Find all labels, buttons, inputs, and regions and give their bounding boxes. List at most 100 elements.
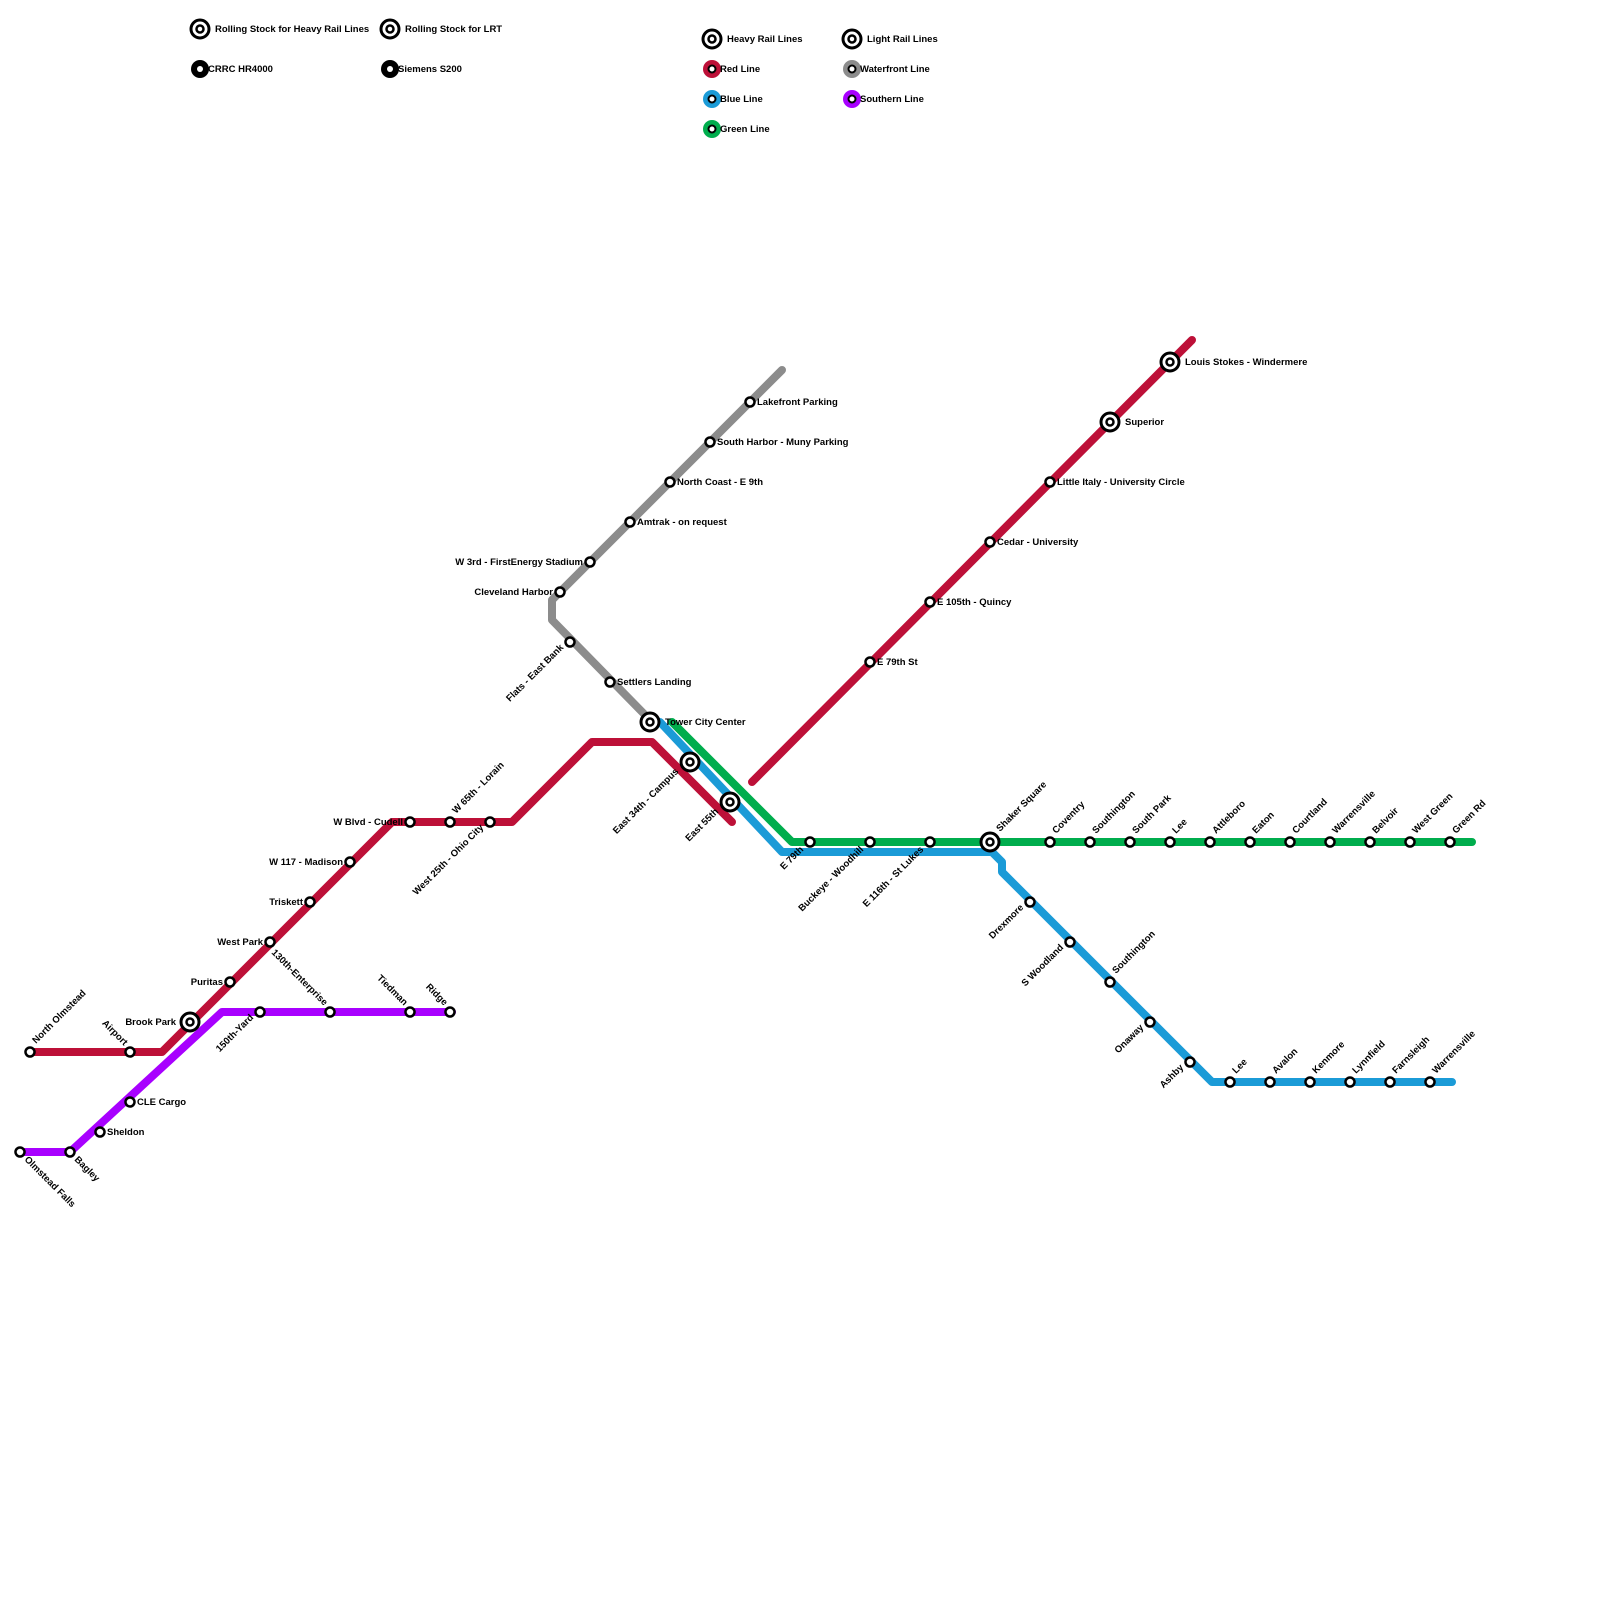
legend-light-rail: Light Rail Lines: [841, 28, 938, 50]
station-drexmore[interactable]: Drexmore: [987, 896, 1036, 942]
station-cedar-university[interactable]: Cedar - University: [984, 536, 1080, 548]
station-label: Coventry: [1050, 799, 1087, 836]
station-label: South Harbor - Muny Parking: [717, 437, 849, 448]
legend-rolling-heavy: Rolling Stock for Heavy Rail Lines: [189, 18, 369, 40]
station-w-blvd-cudell[interactable]: W Blvd - Cudell: [333, 816, 416, 828]
station-flats-east-bank[interactable]: Flats - East Bank: [504, 636, 576, 705]
station-label: Puritas: [191, 977, 223, 988]
station-s-woodland[interactable]: S Woodland: [1020, 936, 1076, 989]
station-southington-blue[interactable]: Southington: [1104, 929, 1158, 988]
legend-rolling-lrt: Rolling Stock for LRT: [379, 18, 502, 40]
station-e79-red[interactable]: E 79th St: [864, 656, 919, 668]
legend-southern-line: Southern Line: [843, 90, 924, 108]
red-line-west: [26, 738, 736, 1056]
legend-crrc: CRRC HR4000: [191, 60, 273, 78]
station-label: Shaker Square: [994, 779, 1049, 834]
station-puritas[interactable]: Puritas: [191, 976, 236, 988]
station-label: S Woodland: [1020, 942, 1067, 989]
station-label: North Coast - E 9th: [677, 477, 763, 488]
legend-blue-line: Blue Line: [703, 90, 763, 108]
station-label: Green Rd: [1450, 798, 1488, 836]
legend-waterfront-line: Waterfront Line: [843, 60, 930, 78]
station-label: Avalon: [1270, 1046, 1300, 1076]
station-130th-enterprise[interactable]: 130th-Enterprise: [269, 947, 336, 1018]
legend-red-line: Red Line: [703, 60, 760, 78]
station-label: Belvoir: [1370, 805, 1401, 836]
legend-label: Green Line: [720, 124, 770, 135]
station-north-coast[interactable]: North Coast - E 9th: [664, 476, 764, 488]
station-label: W Blvd - Cudell: [333, 817, 403, 828]
station-label: Settlers Landing: [617, 677, 692, 688]
station-brook-park[interactable]: Brook Park: [125, 1011, 201, 1033]
legend-heavy-rail: Heavy Rail Lines: [701, 28, 803, 50]
station-amtrak[interactable]: Amtrak - on request: [624, 516, 728, 528]
station-louis-stokes[interactable]: Louis Stokes - Windermere: [1159, 351, 1307, 373]
station-label: Sheldon: [107, 1127, 145, 1138]
station-label: Superior: [1125, 417, 1164, 428]
station-onaway[interactable]: Onaway: [1113, 1016, 1156, 1056]
station-label: Kenmore: [1310, 1039, 1347, 1076]
station-superior[interactable]: Superior: [1099, 411, 1164, 433]
station-e34-campus[interactable]: East 34th - Campus: [611, 751, 701, 836]
station-w65-lorain[interactable]: W 65th - Lorain: [444, 760, 507, 828]
waterfront-line: [548, 366, 786, 726]
station-label: Southington: [1110, 929, 1157, 976]
station-settlers-landing[interactable]: Settlers Landing: [604, 676, 692, 688]
station-e105-quincy[interactable]: E 105th - Quincy: [924, 596, 1013, 608]
station-w3-firstenergy[interactable]: W 3rd - FirstEnergy Stadium: [455, 556, 596, 568]
station-little-italy[interactable]: Little Italy - University Circle: [1044, 476, 1185, 488]
station-cle-cargo[interactable]: CLE Cargo: [124, 1096, 187, 1108]
station-label: W 117 - Madison: [269, 857, 343, 868]
station-triskett[interactable]: Triskett: [269, 896, 316, 908]
station-w25-ohio-city[interactable]: West 25th - Ohio City: [411, 816, 496, 898]
legend-label: Blue Line: [720, 94, 763, 105]
legend-label: Southern Line: [860, 94, 924, 105]
legend-label: Rolling Stock for LRT: [405, 24, 502, 35]
red-line-east: [748, 336, 1196, 786]
station-label: W 65th - Lorain: [450, 760, 506, 816]
station-west-park[interactable]: West Park: [217, 936, 276, 948]
station-label: Amtrak - on request: [637, 517, 728, 528]
station-label: Bagley: [72, 1154, 102, 1184]
station-sheldon[interactable]: Sheldon: [94, 1126, 145, 1138]
station-label: East 34th - Campus: [611, 766, 681, 836]
station-label: Brook Park: [125, 1017, 176, 1028]
station-lakefront-parking[interactable]: Lakefront Parking: [744, 396, 838, 408]
station-warrensville-blue[interactable]: Warrensville: [1424, 1029, 1478, 1088]
station-label: CLE Cargo: [137, 1097, 186, 1108]
lines: [16, 336, 1476, 1156]
legend-siemens: Siemens S200: [381, 60, 462, 78]
station-label: Ashby: [1158, 1062, 1187, 1091]
station-label: West Park: [217, 937, 263, 948]
legend-label: Red Line: [720, 64, 760, 75]
station-label: North Olmstead: [30, 988, 88, 1046]
station-label: Farnsleigh: [1390, 1034, 1432, 1076]
station-label: Drexmore: [987, 902, 1026, 941]
legend-label: Rolling Stock for Heavy Rail Lines: [215, 24, 369, 35]
station-label: Ridge: [423, 982, 449, 1008]
station-ashby[interactable]: Ashby: [1158, 1056, 1196, 1091]
station-north-olmstead[interactable]: North Olmstead: [24, 988, 89, 1058]
station-label: Lee: [1170, 817, 1189, 836]
station-bagley[interactable]: Bagley: [64, 1146, 103, 1185]
station-tower-city[interactable]: Tower City Center: [639, 711, 746, 733]
station-cleveland-harbor[interactable]: Cleveland Harbor: [474, 586, 566, 598]
legend-label: CRRC HR4000: [208, 64, 273, 75]
southern-line: [16, 1008, 456, 1156]
station-label: Triskett: [269, 897, 304, 908]
station-label: Tiedman: [374, 973, 409, 1008]
legend-label: Light Rail Lines: [867, 34, 938, 45]
station-label: Little Italy - University Circle: [1057, 477, 1185, 488]
station-label: Lynnfield: [1350, 1039, 1388, 1077]
station-label: E 105th - Quincy: [937, 597, 1012, 608]
station-label: E 79th St: [877, 657, 918, 668]
legend: Rolling Stock for Heavy Rail Lines Rolli…: [189, 18, 938, 138]
station-w117-madison[interactable]: W 117 - Madison: [269, 856, 356, 868]
station-south-harbor[interactable]: South Harbor - Muny Parking: [704, 436, 849, 448]
legend-label: Heavy Rail Lines: [727, 34, 803, 45]
station-label: Flats - East Bank: [504, 642, 566, 704]
station-label: 130th-Enterprise: [269, 947, 330, 1008]
station-label: West 25th - Ohio City: [411, 822, 487, 898]
station-label: Lee: [1230, 1057, 1249, 1076]
